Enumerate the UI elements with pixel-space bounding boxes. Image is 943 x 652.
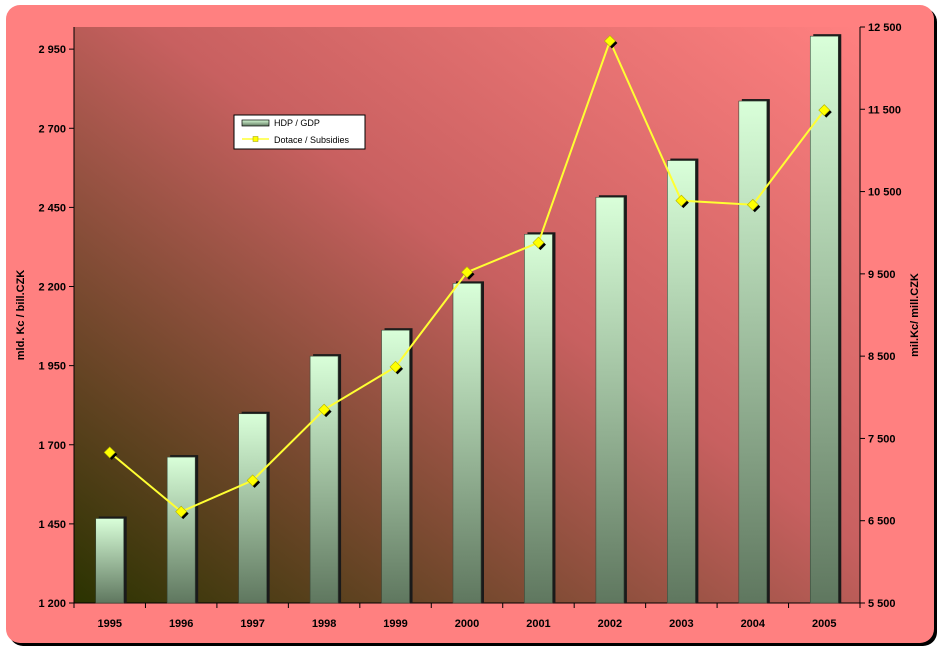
x-tick-label: 1996: [169, 618, 193, 630]
chart-frame: 1 200 1 450 1 700 1 950 2 200 2 450 2 700 2 950…: [6, 5, 934, 643]
subsidies-marker: [746, 198, 759, 211]
left-tick-label: 2 200: [38, 282, 66, 294]
legend-bar-swatch: [241, 119, 270, 127]
y-axis-title-right: mil.Kc/ mill.CZK: [909, 273, 921, 357]
subsidies-marker: [818, 104, 831, 117]
bar: [738, 100, 768, 604]
right-tick-label: 11 500: [868, 104, 901, 116]
subsidies-marker: [532, 236, 545, 249]
legend-label-gdp: HDP / GDP: [274, 118, 320, 128]
bar: [381, 329, 410, 604]
bar: [166, 456, 196, 604]
bar: [595, 196, 625, 604]
bar: [452, 283, 482, 604]
x-tick-label: 2002: [598, 618, 622, 630]
right-axis: 5 500 6 500 7 500 8 500 9 500 10 500 11 500 12 …: [859, 22, 902, 610]
left-tick-label: 1 700: [38, 440, 66, 452]
x-tick-label: 2004: [741, 618, 766, 630]
x-tick-label: 2001: [526, 618, 550, 630]
bar: [809, 35, 839, 604]
right-tick-label: 5 500: [868, 598, 896, 610]
left-tick-label: 1 450: [38, 519, 66, 531]
x-tick-label: 1997: [240, 618, 264, 630]
line-series: [103, 35, 832, 520]
x-tick-label: 2000: [455, 618, 479, 630]
bar-series: [95, 34, 842, 604]
x-tick-label: 2003: [669, 618, 693, 630]
bar: [238, 413, 267, 604]
bar: [95, 518, 125, 604]
bar: [309, 355, 339, 604]
right-tick-label: 12 500: [868, 22, 902, 34]
legend-line-marker: [252, 136, 259, 142]
subsidies-marker: [246, 474, 259, 487]
subsidies-marker: [603, 35, 616, 47]
legend-label-subsidies: Dotace / Subsidies: [274, 135, 350, 145]
subsidies-marker: [389, 360, 402, 373]
right-tick-label: 10 500: [868, 187, 902, 199]
subsidies-marker: [175, 505, 188, 518]
subsidies-marker: [675, 194, 688, 207]
left-tick-label: 2 700: [38, 123, 66, 135]
left-tick-label: 2 450: [38, 202, 66, 214]
left-axis: 1 200 1 450 1 700 1 950 2 200 2 450 2 700 2 950: [38, 27, 75, 610]
subsidies-marker: [461, 266, 473, 279]
y-axis-title-left: mld. Kc / bill.CZK: [15, 270, 27, 361]
x-axis: 1995 1996 1997 1998 1999 2000 2001 2002 2003 2004…: [73, 602, 861, 630]
left-tick-label: 1 200: [38, 598, 66, 610]
subsidies-marker: [103, 446, 116, 459]
right-tick-label: 6 500: [868, 516, 896, 528]
left-tick-label: 2 950: [38, 44, 66, 56]
left-tick-label: 1 950: [38, 361, 66, 373]
chart-svg: 1 200 1 450 1 700 1 950 2 200 2 450 2 700 2 950…: [15, 22, 921, 630]
right-tick-label: 7 500: [868, 433, 896, 445]
x-tick-label: 1995: [97, 618, 121, 630]
right-tick-label: 9 500: [868, 269, 896, 281]
x-tick-label: 2005: [812, 618, 836, 630]
right-tick-label: 8 500: [868, 351, 896, 363]
x-tick-label: 1998: [312, 618, 336, 630]
legend: HDP / GDP Dotace / Subsidies: [233, 114, 366, 150]
bar: [667, 160, 696, 604]
subsidies-marker: [318, 403, 331, 416]
bar: [524, 233, 553, 604]
x-tick-label: 1999: [383, 618, 407, 630]
